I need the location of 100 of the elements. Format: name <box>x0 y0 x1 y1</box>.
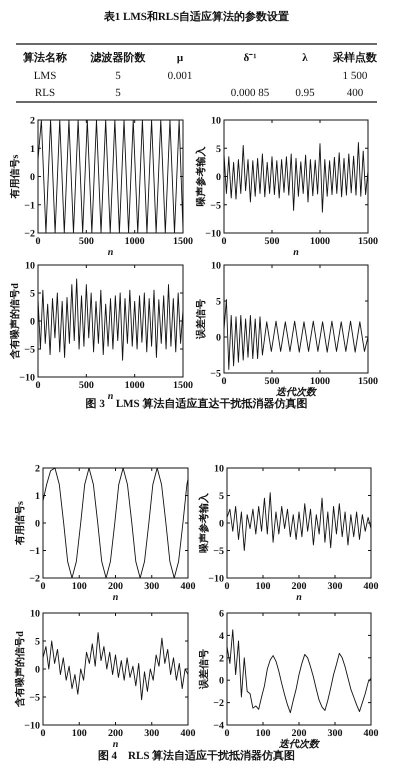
y-tick-label: −5 <box>29 692 40 704</box>
x-tick-label: 100 <box>72 581 87 592</box>
x-axis-title: n <box>296 592 302 603</box>
text: λ <box>302 52 308 64</box>
x-tick-label: 300 <box>328 581 342 592</box>
y-tick-label: 5 <box>216 144 221 155</box>
x-tick-label: 200 <box>292 728 306 739</box>
y-axis-title: 误差信号 <box>198 649 210 690</box>
x-tick-label: 1500 <box>358 236 378 247</box>
x-tick-label: 300 <box>144 728 160 739</box>
x-tick-label: 400 <box>364 728 378 739</box>
y-tick-label: 4 <box>219 630 224 642</box>
x-tick-label: 1000 <box>124 236 145 247</box>
x-axis-title: n <box>112 739 119 750</box>
text: 5 <box>115 87 122 99</box>
x-tick-label: 200 <box>108 581 123 592</box>
y-tick-label: −1 <box>24 200 35 212</box>
y-tick-label: 0 <box>216 172 221 183</box>
x-tick-label: 1000 <box>124 380 145 391</box>
text: δ⁻¹ <box>243 52 257 64</box>
y-tick-label: 10 <box>211 116 221 126</box>
y-axis-title: 误差信号 <box>195 299 207 340</box>
y-tick-label: −2 <box>213 698 224 710</box>
text: 1 500 <box>342 70 368 82</box>
x-tick-label: 100 <box>72 728 87 739</box>
text: 5 <box>115 70 122 82</box>
caption: 图 4 RLS 算法自适应干扰抵消器仿真图 <box>98 749 296 762</box>
y-tick-label: −2 <box>24 228 35 240</box>
y-tick-label: −5 <box>213 546 224 557</box>
text: 表1 LMS和RLS自适应算法的参数设置 <box>102 10 290 23</box>
y-axis-title: 含有噪声的信号d <box>14 630 26 708</box>
x-tick-label: 1000 <box>310 236 330 247</box>
y-tick-label: 0 <box>35 664 40 676</box>
x-tick-label: 1500 <box>173 236 193 247</box>
x-axis-title: n <box>112 592 119 603</box>
x-tick-label: 1500 <box>173 380 193 391</box>
text: RLS <box>34 87 56 99</box>
x-tick-label: 500 <box>78 380 94 391</box>
x-tick-label: 300 <box>144 581 160 592</box>
y-tick-label: 10 <box>25 260 35 272</box>
y-tick-label: −5 <box>210 200 221 212</box>
text: 0.001 <box>168 70 192 82</box>
y-tick-label: 0 <box>216 332 221 344</box>
x-tick-label: 200 <box>108 728 123 739</box>
x-tick-label: 1000 <box>310 376 330 387</box>
x-tick-label: 400 <box>364 581 378 592</box>
y-tick-label: −1 <box>29 546 40 557</box>
y-axis-title: 有用信号s <box>14 500 26 546</box>
x-axis-title: n <box>108 391 114 402</box>
x-axis-title: 迭代次数 <box>278 738 321 750</box>
y-tick-label: 5 <box>219 491 224 502</box>
y-tick-label: −4 <box>213 720 224 732</box>
x-tick-label: 500 <box>264 236 280 247</box>
y-tick-label: 1 <box>30 144 35 155</box>
x-tick-label: 500 <box>78 236 94 247</box>
y-tick-label: −10 <box>208 574 224 584</box>
text: μ <box>176 52 184 64</box>
y-tick-label: 10 <box>30 608 40 620</box>
y-tick-label: 1 <box>35 491 40 502</box>
y-tick-label: 0 <box>35 518 40 530</box>
x-tick-label: 300 <box>328 728 342 739</box>
y-tick-label: 2 <box>219 653 224 664</box>
x-tick-label: 100 <box>256 581 270 592</box>
y-tick-label: −2 <box>29 574 40 584</box>
y-tick-label: 10 <box>211 260 221 272</box>
y-axis-title: 有用信号s <box>9 154 21 200</box>
x-axis-title: n <box>293 247 300 258</box>
y-tick-label: 0 <box>219 676 224 687</box>
x-tick-label: 200 <box>292 581 306 592</box>
y-axis-title: 噪声参考输入 <box>195 146 207 206</box>
y-tick-label: −5 <box>210 368 221 380</box>
text: 滤波器阶数 <box>90 51 146 64</box>
y-tick-label: 0 <box>30 172 35 183</box>
y-tick-label: 2 <box>35 464 40 474</box>
y-tick-label: −10 <box>24 720 40 732</box>
x-tick-label: 400 <box>180 728 196 739</box>
y-tick-label: −10 <box>205 228 221 240</box>
text: 400 <box>346 87 364 99</box>
y-tick-label: 5 <box>35 636 40 648</box>
line-series <box>42 468 188 578</box>
x-axis-title: n <box>108 247 114 258</box>
y-tick-label: −5 <box>24 344 35 356</box>
y-tick-label: 5 <box>216 296 221 308</box>
y-tick-label: 2 <box>30 116 35 126</box>
y-tick-label: 6 <box>219 608 224 620</box>
text: 0.000 85 <box>230 87 270 99</box>
text: 采样点数 <box>332 51 378 64</box>
text: 算法名称 <box>22 51 68 64</box>
x-tick-label: 1500 <box>358 376 378 387</box>
y-tick-label: −10 <box>19 372 35 384</box>
y-axis-title: 含有噪声的信号d <box>9 282 21 360</box>
y-tick-label: 10 <box>214 464 224 474</box>
x-tick-label: 100 <box>256 728 270 739</box>
text: LMS <box>34 70 56 82</box>
x-tick-label: 500 <box>264 376 280 387</box>
y-tick-label: 0 <box>219 518 224 530</box>
x-tick-label: 400 <box>180 581 196 592</box>
x-axis-title: 迭代次数 <box>275 386 318 398</box>
y-tick-label: 5 <box>30 288 35 300</box>
y-axis-title: 噪声参考输入 <box>198 492 210 553</box>
